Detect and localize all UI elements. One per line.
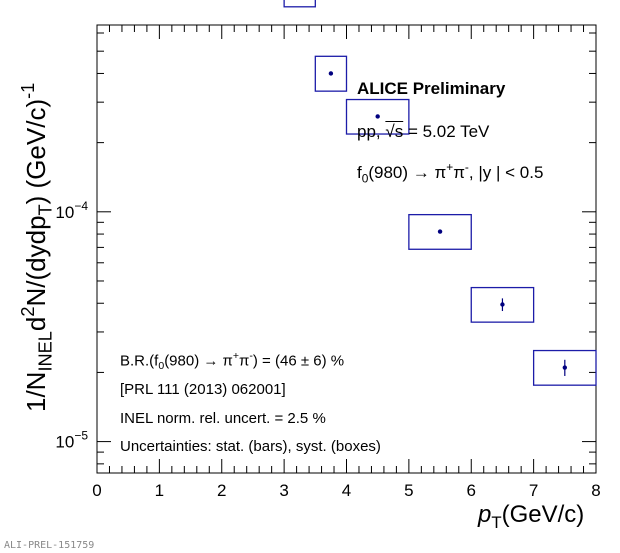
- x-tick-label: 1: [155, 481, 164, 500]
- plot-frame: [96, 24, 597, 474]
- sqrt-s-symbol: √s: [385, 122, 404, 141]
- decay-pi: π: [453, 163, 465, 183]
- x-tick-label: 5: [404, 481, 413, 500]
- decay-f-sub: 0: [361, 171, 369, 186]
- x-tick-label: 8: [591, 481, 600, 500]
- br-pi: π: [239, 352, 250, 370]
- x-tick-label: 2: [217, 481, 226, 500]
- data-point: [500, 302, 505, 307]
- energy-value: = 5.02 TeV: [403, 122, 490, 141]
- preliminary-id-tag: ALI-PREL-151759: [4, 540, 95, 551]
- data-point: [437, 229, 443, 234]
- branching-ratio-label: B.R.(f0(980) → π+π-) = (46 ± 6) %: [120, 350, 344, 372]
- uncertainties-legend-label: Uncertainties: stat. (bars), syst. (boxe…: [120, 438, 381, 455]
- x-tick-label: 6: [467, 481, 476, 500]
- xlab-sub-t: T: [491, 512, 502, 532]
- decay-plus: +: [446, 160, 454, 174]
- br-text-a: B.R.(f: [120, 352, 159, 370]
- br-minus: -: [249, 350, 253, 362]
- ylab-a: 1/N: [20, 371, 51, 412]
- decay-f: f: [357, 163, 362, 183]
- data-point: [562, 365, 568, 370]
- syst-box: [408, 213, 472, 250]
- br-plus: +: [232, 350, 240, 362]
- ylab-sub-t: T: [35, 204, 56, 216]
- ylab-sub-inel: INEL: [35, 331, 56, 372]
- ylab-sup-2: 2: [18, 306, 38, 317]
- alice-preliminary-label: ALICE Preliminary: [357, 79, 506, 98]
- syst-box: [470, 286, 535, 323]
- decay-channel-label: f0(980) → π+π-, |y | < 0.5: [357, 160, 543, 185]
- decay-arrow-pi: (980) → π: [368, 163, 447, 183]
- br-text-c: ) = (46 ± 6) %: [252, 352, 345, 370]
- br-text-b: (980) → π: [164, 352, 233, 370]
- br-sub: 0: [158, 359, 165, 372]
- x-axis-label: pT(GeV/c): [478, 501, 584, 533]
- syst-box: [314, 55, 348, 92]
- syst-box: [532, 349, 597, 386]
- x-tick-label: 3: [279, 481, 288, 500]
- reference-label: [PRL 111 (2013) 062001]: [120, 381, 286, 398]
- decay-rapidity: , |y | < 0.5: [468, 163, 544, 183]
- ylab-b: d: [20, 316, 51, 332]
- xlab-unit: (GeV/c): [501, 501, 585, 528]
- collision-system-pp: pp,: [357, 122, 381, 141]
- collision-system-label: pp, √s = 5.02 TeV: [357, 122, 489, 142]
- y-tick-label: 10−5: [55, 429, 88, 452]
- xlab-p: p: [478, 501, 492, 528]
- x-tick-label: 7: [529, 481, 538, 500]
- inel-uncertainty-label: INEL norm. rel. uncert. = 2.5 %: [120, 410, 326, 427]
- x-tick-label: 4: [342, 481, 351, 500]
- data-point: [328, 71, 334, 76]
- y-tick-label: 10−4: [55, 199, 88, 222]
- syst-box: [345, 98, 410, 135]
- ylab-sup-minus1: -1: [18, 82, 38, 99]
- x-tick-label: 0: [92, 481, 101, 500]
- ylab-d: ) (GeV/c): [20, 98, 51, 205]
- ylab-c: N/(dydp: [20, 215, 51, 307]
- y-axis-label: 1/NINELd2N/(dydpT) (GeV/c)-1: [18, 83, 56, 412]
- data-point: [375, 114, 380, 119]
- syst-box: [283, 0, 316, 8]
- decay-minus: -: [464, 160, 469, 174]
